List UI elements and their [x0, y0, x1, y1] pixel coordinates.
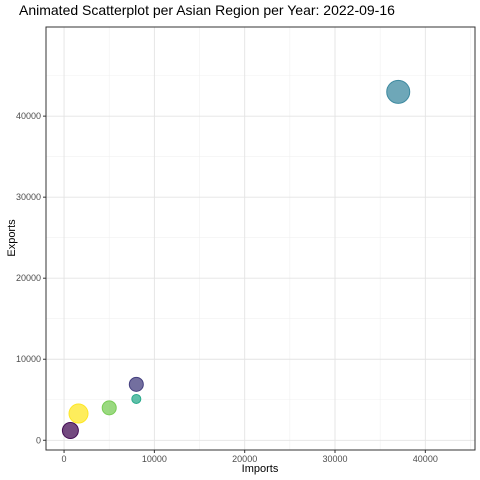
data-point [386, 79, 411, 104]
x-tick-label: 20000 [232, 454, 257, 464]
x-tick-label: 30000 [322, 454, 347, 464]
y-axis-title: Exports [6, 219, 18, 257]
x-axis-ticks: 0 10000 20000 30000 40000 [62, 450, 438, 464]
chart-title: Animated Scatterplot per Asian Region pe… [19, 2, 395, 18]
data-points [61, 79, 411, 440]
y-tick-label: 10000 [16, 354, 41, 364]
data-point [61, 422, 79, 440]
y-axis-ticks: 0 10000 20000 30000 40000 [16, 111, 46, 445]
y-tick-label: 40000 [16, 111, 41, 121]
y-tick-label: 0 [36, 435, 41, 445]
data-point [68, 403, 89, 424]
plot-background [46, 27, 475, 450]
x-axis-title: Imports [242, 463, 279, 475]
y-tick-label: 30000 [16, 192, 41, 202]
data-point [101, 400, 117, 416]
data-point [128, 376, 144, 392]
plot-border [45, 26, 476, 451]
data-point [131, 393, 142, 404]
x-tick-label: 40000 [413, 454, 438, 464]
x-tick-label: 0 [62, 454, 67, 464]
y-tick-label: 20000 [16, 273, 41, 283]
x-tick-label: 10000 [142, 454, 167, 464]
grid-lines [46, 27, 475, 450]
